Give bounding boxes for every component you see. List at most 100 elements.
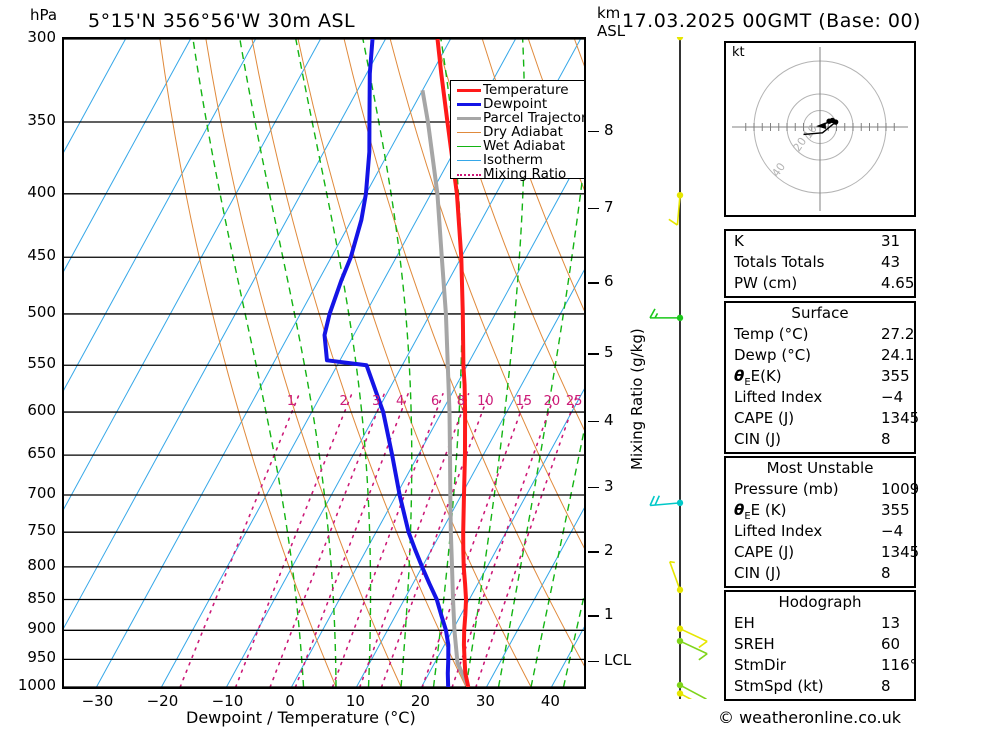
height-tick-mark: [588, 207, 599, 210]
temperature-tick-label: −20: [146, 692, 179, 710]
data-row: CAPE (J) 1345: [726, 408, 919, 429]
data-row-value: −4: [881, 522, 904, 540]
mixing-ratio-label: 6: [430, 394, 440, 410]
pressure-tick-label: 300: [27, 28, 56, 46]
hodograph-trace: [803, 117, 839, 136]
data-row-value: −4: [881, 388, 904, 406]
data-row-value: 8: [881, 430, 891, 448]
height-tick-mark: [588, 282, 599, 284]
height-tick-mark: [588, 660, 599, 663]
data-row-key: PW (cm): [734, 274, 798, 292]
data-row-value: 355: [881, 367, 910, 385]
data-row: Pressure (mb) 1009: [726, 479, 919, 500]
pressure-tick-label: 1000: [17, 676, 56, 694]
panel-heading: Hodograph: [778, 593, 862, 611]
data-row-key: CAPE (J): [734, 543, 795, 561]
panel-heading: Most Unstable: [766, 459, 874, 477]
height-tick-label: 4: [604, 410, 614, 429]
height-unit-label-km: km: [597, 4, 621, 22]
chart-legend: Temperature Dewpoint Parcel Trajectory Dry …: [450, 80, 586, 182]
data-row-key: K: [734, 232, 744, 250]
wind-barb: [649, 308, 684, 322]
data-row: StmDir 116°: [726, 655, 918, 676]
hodograph-unit-label: kt: [732, 45, 745, 60]
mixing-ratio-label: 15: [515, 394, 533, 410]
pressure-tick-label: 950: [27, 648, 56, 667]
legend-item: Parcel Trajectory: [455, 110, 586, 126]
legend-color-swatch: [455, 125, 483, 139]
hodograph-stats-panel: Hodograph EH 13 SREH 60 StmDir 116° StmSpd (kt)…: [724, 590, 918, 701]
data-row-value: 8: [881, 564, 891, 582]
data-row: Totals Totals 43: [726, 252, 914, 273]
data-row-key: θEE(K): [734, 367, 782, 388]
temperature-tick-label: −30: [81, 692, 114, 710]
mixing-ratio-label: 8: [456, 394, 465, 410]
height-tick-mark: [588, 420, 599, 423]
wind-barb: [649, 495, 684, 507]
forecast-datetime: 17.03.2025 00GMT (Base: 00): [622, 10, 921, 32]
pressure-tick-label: 350: [27, 110, 56, 129]
data-row: SREH 60: [726, 634, 914, 655]
temperature-tick-label: 20: [410, 692, 430, 710]
data-row-key: CAPE (J): [734, 409, 795, 427]
pressure-tick-label: 800: [27, 555, 56, 574]
indices-panel: K 31 Totals Totals 43 PW (cm) 4.65: [724, 229, 916, 298]
pressure-tick-label: 650: [27, 444, 56, 463]
wind-barb: [676, 625, 708, 649]
hodograph-axes: [732, 47, 908, 211]
data-row-key: StmSpd (kt): [734, 677, 824, 695]
legend-item: Dewpoint: [455, 96, 584, 112]
data-row-key: Temp (°C): [734, 325, 809, 343]
temperature-curve: [435, 39, 471, 687]
data-row-key: θEE (K): [734, 501, 787, 522]
legend-item: Temperature: [455, 83, 584, 97]
isobar-lines: [64, 39, 584, 687]
hodograph-ring-label: 40: [769, 160, 788, 179]
data-row-value: 31: [881, 232, 901, 250]
legend-color-swatch: [455, 153, 483, 167]
height-tick-label: LCL: [604, 650, 632, 669]
skewt-diagram: 1 2 3 4 6 8 10 15 20 25 Temperature Dewpoint Parcel…: [62, 37, 586, 689]
legend-item-label: Wet Adiabat: [483, 138, 566, 154]
data-row-key: Totals Totals: [734, 253, 825, 271]
data-row: CIN (J) 8: [726, 563, 914, 584]
data-row-value: 43: [881, 253, 901, 271]
data-row-value: 1345: [881, 409, 920, 427]
legend-item-label: Mixing Ratio: [483, 166, 567, 182]
panel-heading: Surface: [791, 304, 849, 322]
legend-item: Dry Adiabat: [455, 124, 584, 140]
data-row: StmSpd (kt) 8: [726, 676, 914, 697]
mixing-ratio-lines: [179, 393, 579, 687]
data-row-value: 1345: [881, 543, 920, 561]
most-unstable-panel: Most Unstable Pressure (mb) 1009 θEE (K) 355…: [724, 456, 920, 588]
legend-color-swatch: [455, 83, 483, 97]
copyright-notice: © weatheronline.co.uk: [718, 708, 901, 727]
surface-panel: Surface Temp (°C) 27.2 Dewp (°C) 24.1 θEE(K) 3…: [724, 301, 919, 454]
data-row-key: Dewp (°C): [734, 346, 812, 364]
data-row-value: 116°: [881, 656, 918, 674]
data-row-key: SREH: [734, 635, 775, 653]
parcel-trajectory-curve: [420, 89, 471, 687]
data-row: EH 13: [726, 613, 914, 634]
data-row-value: 24.1: [881, 346, 915, 364]
legend-item-label: Dewpoint: [483, 96, 548, 112]
legend-item: Mixing Ratio: [455, 166, 584, 182]
mixing-ratio-axis-title: Mixing Ratio (g/kg): [628, 328, 646, 470]
legend-item-label: Parcel Trajectory: [483, 110, 586, 126]
legend-color-swatch: [455, 97, 483, 111]
height-tick-label: 7: [604, 197, 614, 216]
hodograph-panel: kt 10 20 40: [724, 41, 916, 217]
data-row-key: StmDir: [734, 656, 786, 674]
temperature-tick-label: −10: [211, 692, 244, 710]
data-row: θEE (K) 355: [726, 500, 914, 522]
wind-barb: [676, 637, 708, 661]
height-tick-mark: [588, 130, 599, 133]
data-row-value: 27.2: [881, 325, 915, 343]
data-row-value: 60: [881, 635, 901, 653]
wind-barb: [668, 560, 684, 594]
legend-item-label: Dry Adiabat: [483, 124, 563, 140]
height-tick-mark: [588, 551, 599, 553]
x-axis-title: Dewpoint / Temperature (°C): [186, 708, 416, 727]
mixing-ratio-label: 25: [565, 394, 583, 410]
